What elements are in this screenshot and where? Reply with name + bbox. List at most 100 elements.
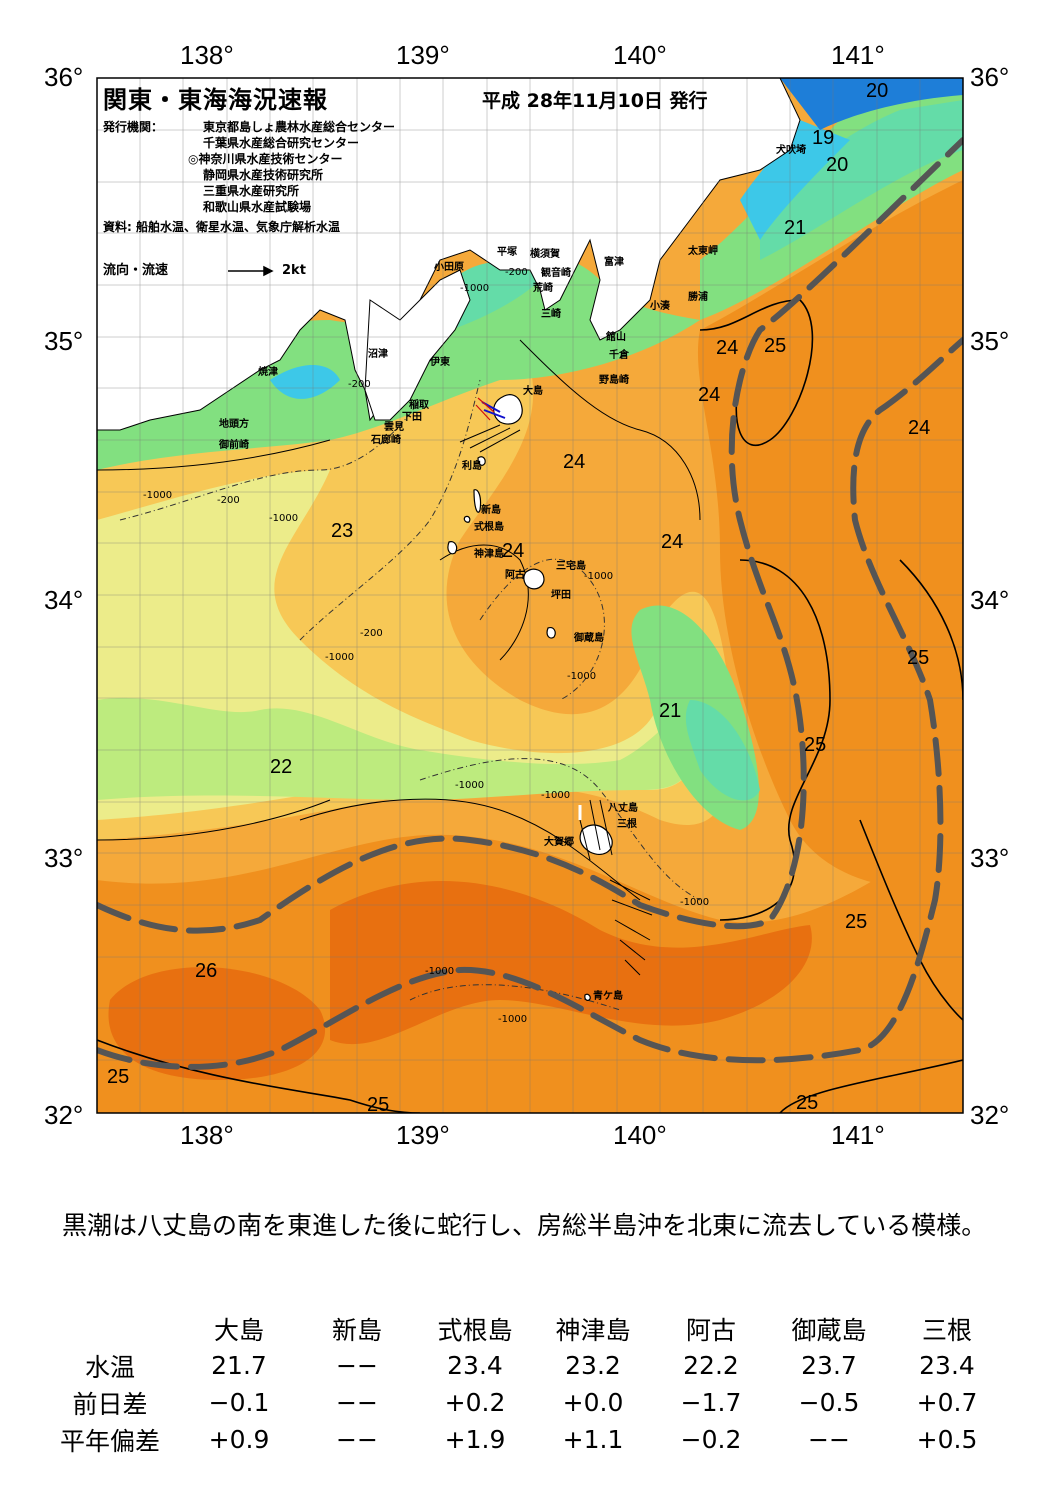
publisher-3: ◎神奈川県水産技術センター — [188, 152, 343, 166]
table-cell: 23.7 — [801, 1351, 857, 1380]
isotherm-label: 25 — [845, 911, 868, 933]
place-label: 野島崎 — [599, 375, 629, 386]
row-header: 平年偏差 — [59, 1426, 160, 1456]
current-vectors-red — [475, 397, 495, 421]
isotherm-label: 25 — [367, 1094, 390, 1116]
lon-label-139-bottom: 139° — [396, 1120, 450, 1150]
lat-label-32-right: 32° — [970, 1100, 1010, 1130]
sea-18-ne — [780, 78, 963, 130]
lat-label-33-left: 33° — [44, 843, 84, 873]
isotherm-label: 24 — [716, 337, 739, 359]
depth-label: -1000 — [460, 283, 490, 294]
sea-20-nw — [270, 365, 340, 399]
place-label: 稲取 — [409, 400, 429, 411]
island-toshima — [477, 456, 486, 466]
isotherm-label: 25 — [796, 1092, 819, 1114]
lat-label-35-left: 35° — [44, 326, 84, 356]
flow-scale-arrow — [228, 265, 274, 277]
place-label: 太東岬 — [688, 246, 718, 257]
isotherm-label: 21 — [659, 700, 682, 722]
isotherm-label: 25 — [107, 1066, 130, 1088]
map-canvas — [96, 77, 964, 1114]
table-cell: 23.4 — [447, 1351, 503, 1380]
place-label: 坪田 — [551, 590, 571, 601]
depth-label: -1000 — [455, 780, 485, 791]
publisher-label: 発行機関： — [103, 120, 164, 134]
place-label: 八丈島 — [608, 803, 638, 814]
sea-20-sagami — [440, 261, 540, 330]
depth-label: -1000 — [680, 897, 710, 908]
graticule — [97, 78, 963, 1113]
lon-label-140-top: 140° — [613, 40, 667, 70]
table-cell: −0.5 — [798, 1388, 860, 1417]
table-cell: +0.5 — [916, 1425, 978, 1454]
depth-label: -1000 — [143, 490, 173, 501]
lon-label-141-top: 141° — [831, 40, 885, 70]
place-label: 沼津 — [368, 349, 388, 360]
table-row: 平年偏差 +0.9 −− +1.9 +1.1 −0.2 −− +0.5 — [40, 1421, 1006, 1458]
table-cell: −− — [336, 1351, 378, 1380]
place-label: 三宅島 — [556, 561, 586, 572]
place-label: 横須賀 — [530, 249, 560, 260]
depth-label: -1000 — [425, 966, 455, 977]
publisher-6: 和歌山県水産試験場 — [203, 200, 312, 214]
row-header: 前日差 — [72, 1389, 148, 1419]
depth-label: -200 — [348, 379, 371, 390]
depth-label: -1000 — [584, 571, 614, 582]
table-cell: 22.2 — [683, 1351, 739, 1380]
place-label: 地頭方 — [219, 419, 249, 430]
place-label: 荒崎 — [533, 283, 553, 294]
table-cell: +0.7 — [916, 1388, 978, 1417]
isotherm-label: 22 — [270, 756, 293, 778]
table-cell: +1.1 — [562, 1425, 624, 1454]
map-title: 関東・東海海況速報 — [103, 86, 328, 114]
depth-label: -200 — [217, 495, 240, 506]
sea-19-ne — [740, 120, 850, 240]
place-label: 大賀郷 — [544, 837, 574, 848]
sea-20-ne — [760, 100, 963, 260]
place-label: 新島 — [481, 505, 501, 516]
lat-label-36-left: 36° — [44, 62, 84, 92]
depth-label: -1000 — [498, 1014, 528, 1025]
lat-label-35-right: 35° — [970, 326, 1010, 356]
land-izu — [364, 269, 471, 421]
table-cell: −− — [808, 1425, 850, 1454]
lon-label-138-bottom: 138° — [180, 1120, 234, 1150]
column-header: 大島 — [213, 1315, 264, 1345]
island-kozushima — [447, 541, 458, 555]
column-header: 神津島 — [555, 1315, 631, 1345]
isotherm-label: 24 — [661, 531, 684, 553]
isotherm-label: 26 — [195, 960, 218, 982]
lat-label-34-left: 34° — [44, 585, 84, 615]
place-label: 御蔵島 — [574, 633, 604, 644]
map-frame — [96, 77, 964, 1114]
depth-label: -1000 — [541, 790, 571, 801]
lat-label-32-left: 32° — [44, 1100, 84, 1130]
publisher-2: 千葉県水産総合研究センター — [203, 136, 360, 150]
place-label: 小湊 — [650, 301, 670, 312]
table-header-row: 大島 新島 式根島 神津島 阿古 御蔵島 三根 — [40, 1310, 1006, 1347]
depth-label: -200 — [360, 628, 383, 639]
place-label: 青ケ島 — [593, 991, 623, 1002]
isotherm-label: 25 — [804, 734, 827, 756]
place-label: 下田 — [402, 412, 422, 423]
publisher-5: 三重県水産研究所 — [203, 184, 300, 198]
place-label: 富津 — [604, 257, 624, 268]
place-label: 神津島 — [474, 549, 504, 560]
depth-label: -1000 — [567, 671, 597, 682]
lat-label-34-right: 34° — [970, 585, 1010, 615]
place-label: 館山 — [606, 332, 626, 343]
lon-label-140-bottom: 140° — [613, 1120, 667, 1150]
table-corner — [40, 1310, 180, 1347]
data-sources: 資料: 船舶水温、衛星水温、気象庁解析水温 — [103, 220, 340, 234]
place-label: 小田原 — [434, 262, 464, 273]
table-cell: 23.4 — [919, 1351, 975, 1380]
table-cell: 23.2 — [565, 1351, 621, 1380]
column-header: 御蔵島 — [791, 1315, 867, 1345]
publisher-1: 東京都島しょ農林水産総合センター — [203, 120, 396, 134]
place-label: 三崎 — [541, 309, 561, 320]
depth-contours — [119, 379, 701, 1011]
column-header: 新島 — [331, 1315, 382, 1345]
lat-label-33-right: 33° — [970, 843, 1010, 873]
column-header: 阿古 — [685, 1315, 736, 1345]
